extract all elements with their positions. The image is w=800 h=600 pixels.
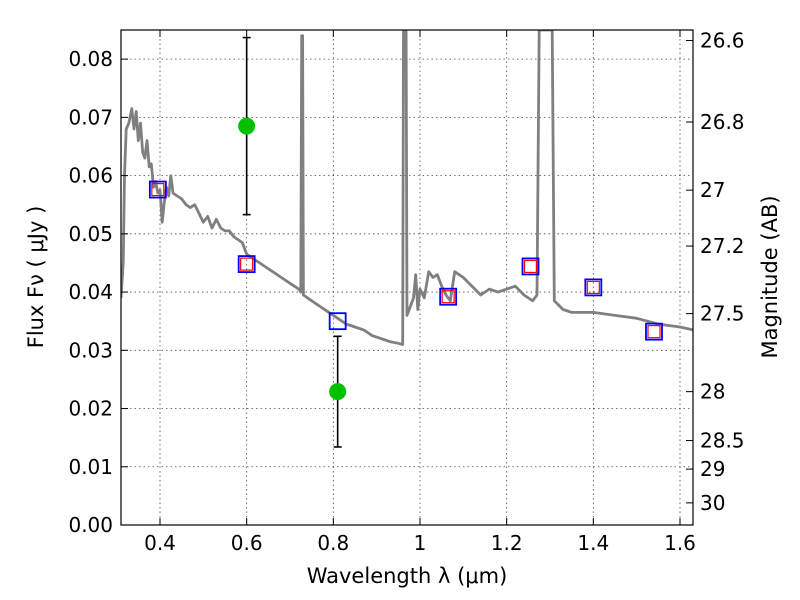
plot-frame bbox=[120, 29, 694, 526]
sed-model-line bbox=[121, 30, 693, 346]
model-square-outer bbox=[328, 312, 347, 331]
model-square-outer bbox=[584, 278, 603, 297]
right-tick-label: 28 bbox=[700, 380, 725, 404]
model-square-outer bbox=[237, 255, 256, 274]
x-tick-label: 1.6 bbox=[664, 531, 696, 555]
plot-area bbox=[121, 30, 693, 448]
model-square-outer bbox=[645, 322, 663, 341]
right-tick-label: 26.6 bbox=[700, 28, 745, 52]
model-square-inner bbox=[441, 290, 455, 304]
y-tick-label: 0.00 bbox=[68, 513, 113, 537]
model-square-inner bbox=[151, 182, 165, 197]
right-tick-label: 27 bbox=[700, 178, 725, 202]
model-square-inner bbox=[586, 280, 600, 294]
right-tick-label: 26.8 bbox=[700, 110, 745, 134]
x-axis-label: Wavelength λ (μm) bbox=[307, 564, 508, 588]
model-square-outer bbox=[521, 257, 540, 276]
y-tick-label: 0.06 bbox=[68, 164, 113, 188]
grid-lines bbox=[121, 30, 693, 526]
right-tick-label: 28.5 bbox=[700, 429, 745, 453]
y-tick-label: 0.04 bbox=[68, 280, 113, 304]
axes: 0.4 0.6 0.8 1 1.2 1.4 1.6 0.00 0.01 0.02 0.03 0.04 0… bbox=[68, 28, 744, 555]
x-tick-label: 0.8 bbox=[317, 531, 349, 555]
y-tick-label: 0.05 bbox=[68, 222, 113, 246]
y-tick-label: 0.01 bbox=[68, 455, 113, 479]
right-tick-label: 29 bbox=[700, 457, 725, 481]
data-layer bbox=[121, 30, 693, 448]
right-tick-label: 27.5 bbox=[700, 302, 745, 326]
right-tick-label: 27.2 bbox=[700, 234, 745, 258]
model-square-inner bbox=[523, 259, 538, 274]
y-tick-label: 0.02 bbox=[68, 397, 113, 421]
x-tick-label: 1.4 bbox=[577, 531, 609, 555]
x-tick-label: 0.4 bbox=[144, 531, 176, 555]
model-square-inner bbox=[240, 257, 254, 271]
x-tick-label: 1.2 bbox=[491, 531, 523, 555]
right-axis-label: Magnitude (AB) bbox=[758, 195, 782, 358]
y-tick-label: 0.03 bbox=[68, 338, 113, 362]
observed-point bbox=[238, 117, 256, 135]
y-tick-label: 0.08 bbox=[68, 47, 113, 71]
y-tick-label: 0.07 bbox=[68, 105, 113, 129]
y-axis-label: Flux Fν ( μJy ) bbox=[24, 206, 48, 349]
model-square-outer bbox=[148, 180, 167, 199]
x-tick-label: 0.6 bbox=[231, 531, 263, 555]
right-tick-label: 30 bbox=[700, 491, 725, 515]
model-square-inner bbox=[647, 325, 661, 339]
model-square-outer bbox=[439, 287, 458, 306]
observed-point bbox=[329, 383, 347, 401]
x-tick-label: 1 bbox=[414, 531, 427, 555]
